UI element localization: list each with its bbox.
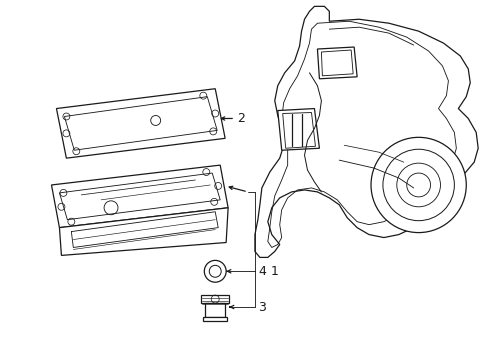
Polygon shape	[254, 6, 477, 257]
Polygon shape	[203, 317, 226, 321]
Text: 1: 1	[270, 265, 278, 278]
Polygon shape	[51, 165, 228, 228]
Polygon shape	[277, 109, 319, 150]
Text: 2: 2	[237, 112, 244, 125]
Text: 3: 3	[257, 301, 265, 314]
Polygon shape	[317, 47, 356, 79]
Circle shape	[370, 137, 466, 233]
Polygon shape	[201, 295, 229, 303]
Text: 4: 4	[257, 265, 265, 278]
Polygon shape	[205, 303, 224, 317]
Polygon shape	[60, 208, 228, 255]
Polygon shape	[56, 89, 224, 158]
